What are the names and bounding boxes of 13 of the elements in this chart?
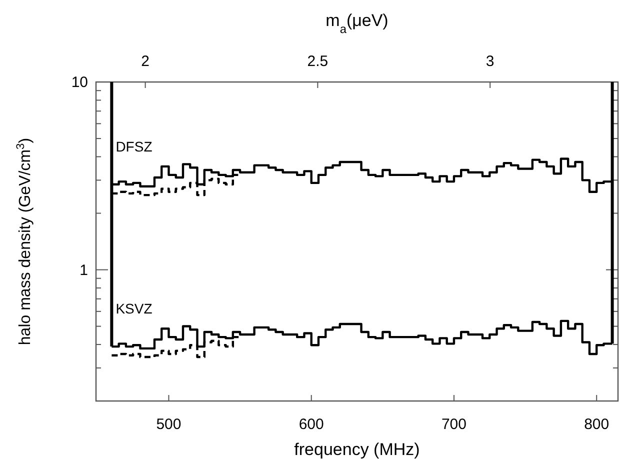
x2-tick-label: 2 — [141, 53, 150, 70]
series-label: DFSZ — [116, 138, 153, 154]
series-label: KSVZ — [116, 300, 153, 317]
x-tick-label: 500 — [156, 416, 182, 433]
y-tick-label: 10 — [71, 74, 88, 91]
x-tick-label: 800 — [584, 416, 610, 433]
x-axis-title: frequency (MHz) — [294, 440, 420, 459]
x-tick-label: 700 — [441, 416, 466, 433]
x2-axis-title: m$_{a}$(μeV) — [326, 11, 388, 36]
y-tick-label: 1 — [80, 262, 88, 279]
x-tick-label: 600 — [298, 416, 324, 433]
x2-tick-label: 3 — [486, 53, 494, 70]
x2-tick-label: 2.5 — [307, 53, 328, 70]
